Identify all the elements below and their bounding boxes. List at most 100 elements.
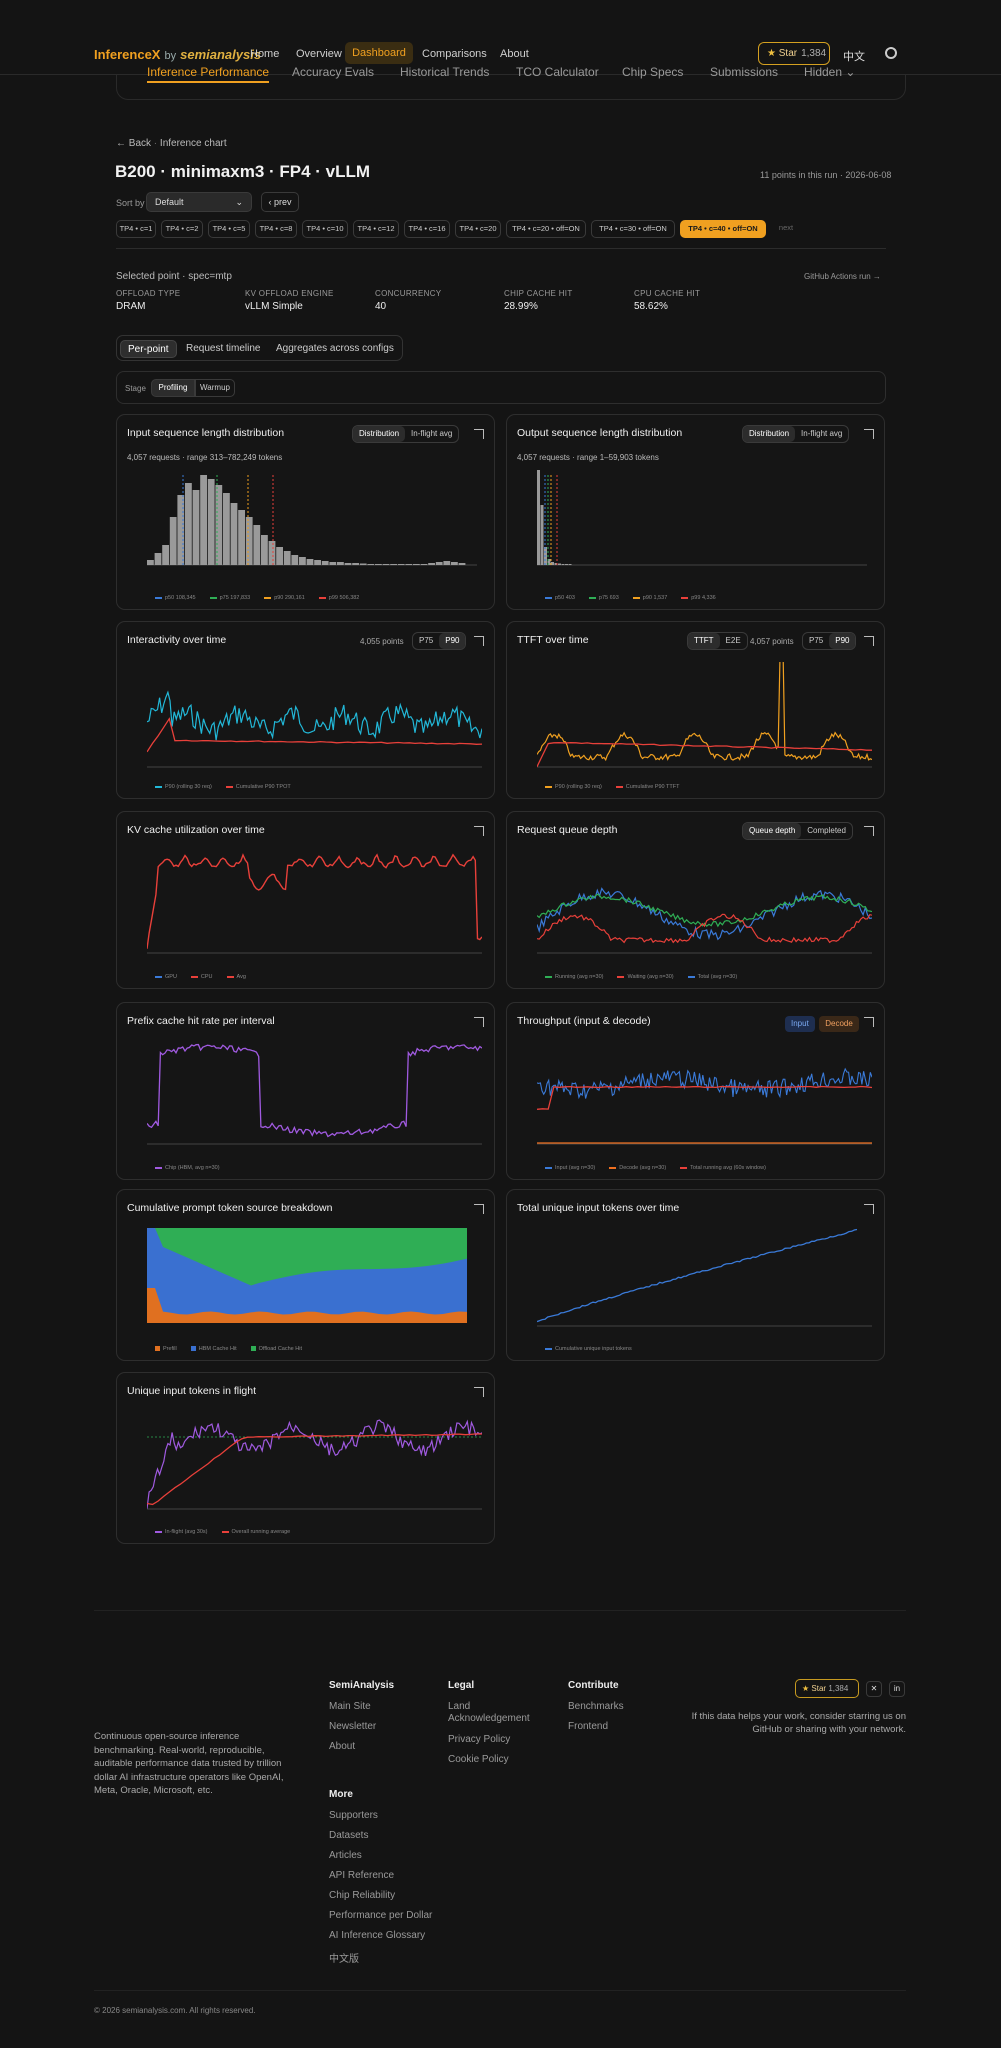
toggle-inflight[interactable]: In-flight avg (801, 429, 843, 438)
config-chip[interactable]: TP4 • c=40 • off=ON (680, 220, 766, 238)
subnav-accuracy-evals[interactable]: Accuracy Evals (292, 65, 375, 79)
next-button[interactable]: next (778, 223, 794, 232)
footer-link[interactable]: Performance per Dollar (329, 1910, 433, 1921)
footer-star-button[interactable]: ★ Star 1,384 (795, 1679, 859, 1698)
histogram-bar (230, 503, 238, 565)
config-chip[interactable]: TP4 • c=1 (116, 220, 156, 238)
tab-per-point[interactable]: Per-point (120, 340, 177, 358)
config-chip[interactable]: TP4 • c=12 (353, 220, 399, 238)
footer-link[interactable]: Land Acknowledgement (448, 1701, 530, 1724)
footer-link[interactable]: Supporters (329, 1810, 378, 1821)
toggle-p75[interactable]: P75 (809, 636, 824, 645)
sub-nav-frame (116, 75, 906, 100)
config-chip[interactable]: TP4 • c=16 (404, 220, 450, 238)
histogram-bar (390, 564, 397, 565)
toggle-queue-depth[interactable]: Queue depth (743, 823, 802, 839)
footer-link[interactable]: Benchmarks (568, 1701, 624, 1712)
legend-item: Overall running average (231, 1529, 291, 1535)
config-chip[interactable]: TP4 • c=30 • off=ON (591, 220, 675, 238)
expand-icon[interactable] (474, 1204, 484, 1214)
nav-about[interactable]: About (500, 48, 529, 60)
histogram-bar (207, 479, 215, 565)
toggle-distribution[interactable]: Distribution (353, 426, 406, 442)
toggle-e2e[interactable]: E2E (725, 636, 741, 645)
panel-title: Prefix cache hit rate per interval (127, 1015, 275, 1027)
expand-icon[interactable] (864, 826, 874, 836)
footer-link[interactable]: Privacy Policy (448, 1734, 511, 1745)
legend: p50 403 p75 693 p90 1,537 p99 4,336 (545, 595, 716, 601)
stage-warmup[interactable]: Warmup (195, 379, 235, 397)
footer-link[interactable]: Newsletter (329, 1721, 377, 1732)
footer-link[interactable]: AI Inference Glossary (329, 1930, 426, 1941)
footer-col-title: More (329, 1789, 353, 1800)
expand-icon[interactable] (474, 826, 484, 836)
nav-dashboard[interactable]: Dashboard (345, 42, 413, 64)
nav-overview[interactable]: Overview (296, 48, 342, 60)
toggle-input[interactable]: Input (785, 1016, 815, 1032)
config-chip[interactable]: TP4 • c=20 (455, 220, 501, 238)
expand-icon[interactable] (474, 636, 484, 646)
toggle-distribution[interactable]: Distribution (743, 426, 796, 442)
nav-home[interactable]: Home (250, 48, 280, 60)
footer-link[interactable]: About (329, 1741, 356, 1752)
config-chip[interactable]: TP4 • c=5 (208, 220, 250, 238)
config-chip[interactable]: TP4 • c=10 (302, 220, 348, 238)
language-toggle[interactable]: 中文 (843, 51, 865, 63)
expand-icon[interactable] (864, 636, 874, 646)
footer-link[interactable]: Articles (329, 1850, 362, 1861)
cumulative-series (537, 742, 872, 767)
tab-aggregates[interactable]: Aggregates across configs (276, 343, 394, 354)
logo[interactable]: InferenceX by semianalysis (94, 47, 261, 62)
github-actions-link[interactable]: GitHub Actions run → (804, 272, 881, 281)
expand-icon[interactable] (864, 1204, 874, 1214)
histogram-bar (329, 562, 337, 565)
expand-icon[interactable] (474, 1387, 484, 1397)
stage-profiling[interactable]: Profiling (151, 379, 195, 397)
github-star-button[interactable]: ★ Star 1,384 (758, 42, 830, 65)
nav-comparisons[interactable]: Comparisons (422, 48, 487, 60)
back-link[interactable]: ← Back (116, 138, 152, 149)
toggle-decode[interactable]: Decode (819, 1016, 859, 1032)
histogram-bar (382, 564, 390, 565)
toggle-p75[interactable]: P75 (419, 636, 434, 645)
toggle-completed[interactable]: Completed (807, 826, 846, 835)
subnav-historical-trends[interactable]: Historical Trends (400, 65, 490, 79)
toggle-ttft[interactable]: TTFT (688, 633, 720, 649)
meta-value: 40 (375, 301, 387, 312)
subnav-chip-specs[interactable]: Chip Specs (622, 65, 684, 79)
histogram-bar (291, 555, 299, 565)
legend-item: Offload Cache Hit (258, 1346, 302, 1352)
footer-link[interactable]: Cookie Policy (448, 1754, 509, 1765)
toggle-p90[interactable]: P90 (829, 633, 856, 649)
footer-link[interactable]: Datasets (329, 1830, 369, 1841)
subnav-inference-performance[interactable]: Inference Performance (147, 65, 270, 83)
config-chip[interactable]: TP4 • c=2 (161, 220, 203, 238)
prev-button[interactable]: ‹ prev (261, 192, 299, 212)
expand-icon[interactable] (474, 429, 484, 439)
tab-request-timeline[interactable]: Request timeline (186, 343, 261, 354)
config-chip[interactable]: TP4 • c=20 • off=ON (506, 220, 586, 238)
subnav-tco-calculator[interactable]: TCO Calculator (516, 65, 599, 79)
sort-select[interactable]: Default ⌄ (146, 192, 252, 212)
footer-link[interactable]: Frontend (568, 1721, 609, 1732)
subnav-hidden[interactable]: Hidden ⌄ (804, 65, 855, 79)
footer-link[interactable]: API Reference (329, 1870, 395, 1881)
toggle-p90[interactable]: P90 (439, 633, 466, 649)
linkedin-icon[interactable]: in (889, 1681, 905, 1697)
footer-link[interactable]: 中文版 (329, 1954, 359, 1965)
expand-icon[interactable] (864, 1017, 874, 1027)
theme-toggle-icon[interactable] (885, 47, 897, 59)
footer-link[interactable]: Chip Reliability (329, 1890, 396, 1901)
expand-icon[interactable] (474, 1017, 484, 1027)
legend: Chip (HBM, avg n=30) (155, 1165, 220, 1171)
x-icon[interactable]: ✕ (866, 1681, 882, 1697)
total-avg-series (537, 1085, 872, 1110)
subnav-submissions[interactable]: Submissions (710, 65, 779, 79)
footer-link[interactable]: Main Site (329, 1701, 371, 1712)
config-chip[interactable]: TP4 • c=8 (255, 220, 297, 238)
expand-icon[interactable] (864, 429, 874, 439)
breadcrumb: ← Back · Inference chart (116, 138, 227, 149)
panel-title: Cumulative prompt token source breakdown (127, 1202, 333, 1214)
toggle-inflight[interactable]: In-flight avg (411, 429, 453, 438)
meta-key: CHIP CACHE HIT (504, 289, 573, 298)
